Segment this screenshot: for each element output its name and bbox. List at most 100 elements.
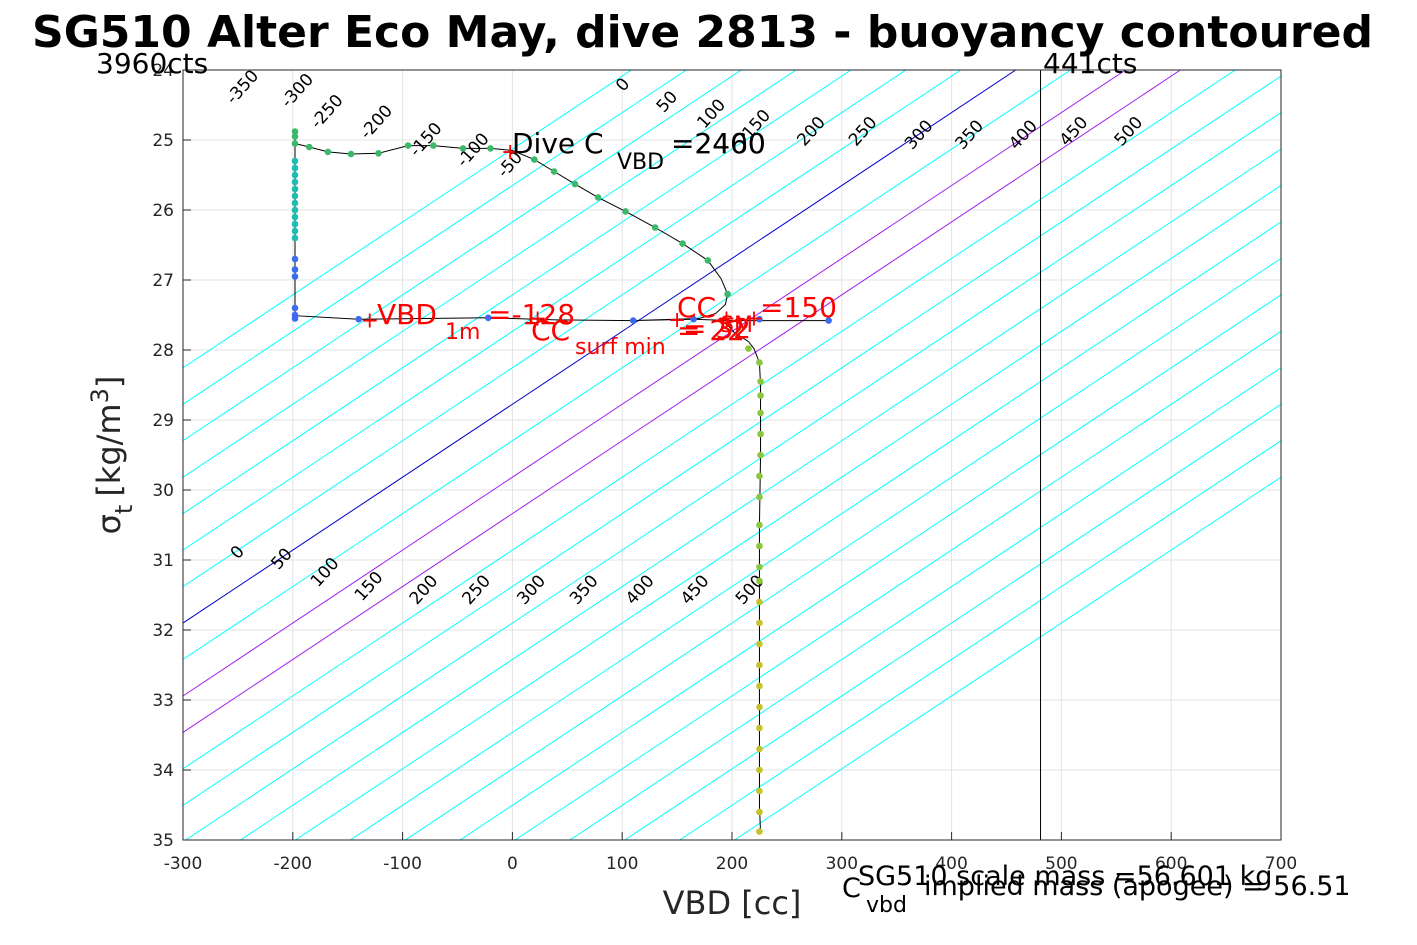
x-axis-label: VBD [cc]	[663, 884, 802, 922]
contour-line	[183, 70, 687, 405]
x-tick-label: 300	[826, 854, 858, 874]
data-point	[756, 745, 763, 753]
red-plus-marker: +	[528, 307, 546, 332]
data-point	[756, 521, 763, 529]
x-tick-label: -300	[164, 854, 203, 874]
x-tick-label: 600	[1155, 854, 1187, 874]
data-point	[305, 143, 313, 151]
red-plus-marker: +	[501, 140, 519, 165]
cc-sm-sub: SM	[720, 313, 753, 338]
cc-sm-value: =150	[760, 291, 837, 324]
data-point	[291, 128, 299, 135]
data-point	[291, 213, 299, 221]
contour-line	[569, 367, 1281, 840]
contour-line	[183, 70, 962, 588]
data-point	[757, 451, 764, 459]
data-point	[291, 199, 299, 207]
contour-line	[183, 70, 1236, 770]
dive-c-sub: VBD	[617, 150, 664, 175]
y-label-sigma: σ	[90, 514, 128, 534]
vbd-1m-annotation: VBD 1m =-128	[377, 298, 575, 345]
data-point	[291, 185, 299, 193]
data-point	[651, 224, 659, 231]
contour-line	[183, 70, 852, 515]
contour-line	[183, 70, 1126, 697]
data-point	[756, 661, 763, 669]
data-point	[756, 619, 763, 627]
cc-surf-label: CC	[531, 314, 570, 347]
data-point	[291, 206, 299, 214]
c-vbd-sub: vbd	[866, 893, 907, 918]
data-point	[756, 787, 763, 795]
data-point	[594, 194, 602, 201]
c-vbd-annotation: C vbd	[842, 873, 907, 918]
contour-line	[404, 257, 1281, 840]
x-tick-label: -200	[274, 854, 313, 874]
contour-line	[734, 476, 1281, 840]
y-tick-label: 26	[152, 201, 174, 221]
data-point	[291, 171, 299, 179]
buoyancy-contours	[183, 70, 1281, 840]
data-point	[291, 192, 299, 200]
data-point	[459, 145, 467, 152]
cc-surf-min-annotation: CC surf min = 22	[531, 314, 745, 360]
data-point	[291, 266, 299, 273]
data-point	[756, 703, 763, 711]
data-point	[756, 724, 763, 732]
y-tick-label: 28	[152, 341, 174, 361]
dive-c-overlap: =2460	[671, 127, 766, 160]
contour-line	[185, 111, 1281, 840]
data-point	[291, 178, 299, 186]
data-point	[531, 156, 538, 163]
y-tick-label: 31	[152, 551, 174, 571]
data-point	[291, 164, 299, 172]
y-label-units: [kg/m	[90, 403, 128, 496]
cc-sm-label: CC	[677, 291, 716, 324]
dive-c-label: Dive C	[512, 127, 604, 160]
contour-line	[183, 70, 742, 442]
y-label-close: ]	[90, 376, 128, 388]
data-point	[756, 315, 763, 323]
contour-line	[183, 70, 632, 369]
data-point	[347, 150, 355, 158]
data-point	[756, 359, 763, 366]
data-point	[291, 315, 299, 322]
data-point	[291, 157, 299, 165]
data-point	[825, 317, 832, 324]
y-tick-label: 29	[152, 411, 174, 431]
data-point	[291, 140, 299, 147]
data-point	[484, 314, 492, 322]
profile-points	[291, 128, 832, 835]
cc-sm-overlap: = 32	[683, 312, 751, 345]
data-point	[629, 317, 637, 324]
data-point	[291, 273, 299, 280]
red-plus-marker: +	[668, 308, 686, 333]
data-point	[375, 150, 382, 157]
data-point	[487, 145, 494, 152]
data-point	[757, 430, 764, 438]
data-point	[757, 378, 764, 385]
contour-line	[459, 294, 1281, 840]
y-tick-label: 25	[152, 131, 174, 151]
data-point	[745, 345, 752, 352]
contour-line	[183, 70, 797, 478]
scale-mass-text: SG510 scale mass =56.601 kg	[858, 861, 1272, 892]
x-tick-label: 500	[1045, 854, 1077, 874]
data-point	[756, 472, 763, 480]
data-point	[571, 180, 579, 188]
data-point	[757, 409, 764, 417]
y-tick-label: 34	[152, 761, 174, 781]
data-point	[324, 148, 332, 156]
data-point	[756, 640, 763, 648]
data-point	[756, 598, 763, 606]
y-tick-label: 32	[152, 621, 174, 641]
x-tick-label: 100	[606, 854, 638, 874]
data-point	[291, 234, 299, 242]
y-tick-label: 35	[152, 831, 174, 851]
cc-surf-sub: surf min	[575, 335, 666, 360]
data-point	[704, 257, 712, 264]
vbd-1m-label: VBD	[377, 298, 437, 331]
data-point	[756, 563, 763, 571]
contour-line	[183, 75, 1281, 806]
